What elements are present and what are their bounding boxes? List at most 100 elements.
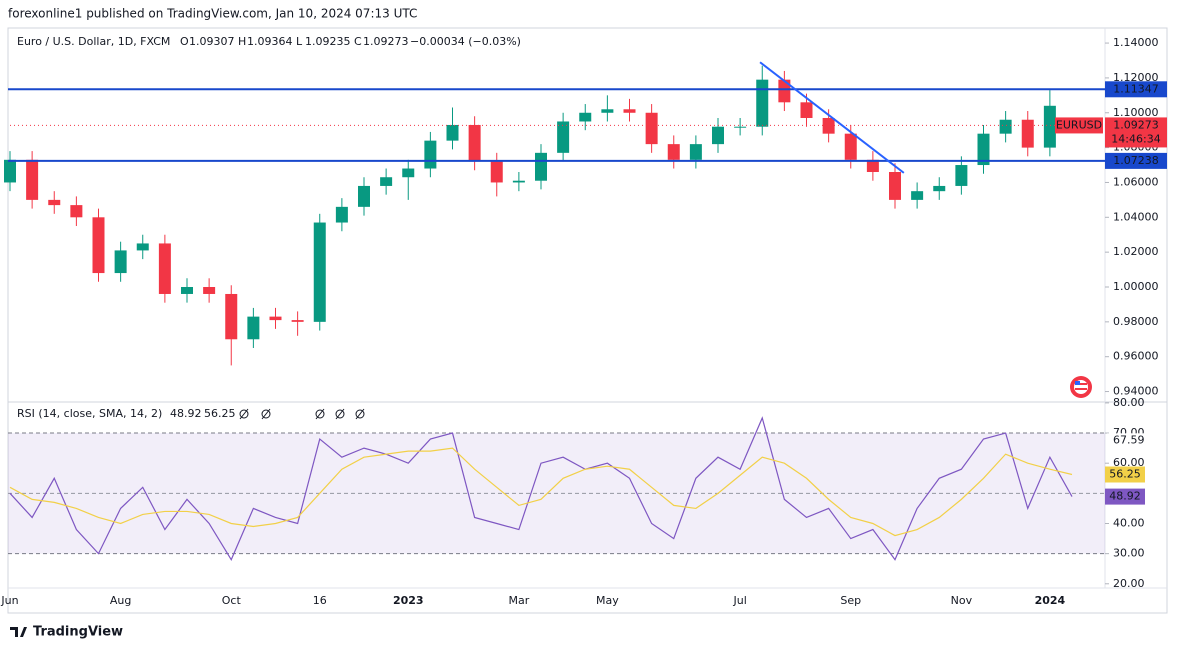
candle-body — [136, 243, 149, 251]
candle-body — [800, 102, 813, 118]
rsi-sma-line — [9, 447, 1073, 537]
candle-body — [645, 112, 658, 145]
candle-body — [291, 320, 304, 322]
candle-body — [424, 140, 437, 169]
y-tick-label: 0.98000 — [1113, 315, 1159, 328]
x-tick-label: May — [596, 594, 619, 607]
y-tick-label: 1.12000 — [1113, 71, 1159, 84]
publisher: forexonline1 published on TradingView.co… — [8, 7, 417, 21]
indicator-icons — [239, 408, 365, 420]
level-badge-bg — [1105, 81, 1167, 98]
candle-body — [380, 177, 393, 186]
y-tick-label: 1.04000 — [1113, 210, 1159, 223]
candle-body — [512, 180, 525, 183]
candle-body — [225, 293, 238, 340]
candle-body — [889, 172, 901, 200]
candle-body — [335, 206, 348, 223]
x-tick-label: Aug — [110, 594, 131, 607]
candle-body — [667, 144, 680, 160]
x-tick-label: 16 — [313, 594, 327, 607]
candle-body — [557, 121, 570, 153]
price-badge: 1.09273 — [1113, 118, 1159, 131]
candle-body — [712, 126, 724, 145]
x-tick-label: Oct — [222, 594, 242, 607]
y-tick-label: 30.00 — [1113, 547, 1145, 560]
trendline — [759, 61, 905, 174]
candle-body — [844, 133, 857, 160]
ohlc-value: 1.09364 — [247, 35, 293, 48]
candle-body — [955, 165, 968, 186]
candle-body — [70, 205, 83, 218]
x-tick-label: Nov — [951, 594, 973, 607]
axis-badge-bg — [1107, 433, 1157, 448]
candle-body — [26, 159, 39, 200]
rsi-header-value: 48.92 — [170, 407, 202, 420]
rsi-badge: 56.25 — [1109, 468, 1141, 481]
candle-body — [358, 185, 370, 207]
level-badge-bg — [1105, 152, 1167, 169]
level-badge: 1.07238 — [1113, 154, 1159, 167]
y-tick-label: 1.06000 — [1113, 175, 1159, 188]
candle-body — [92, 217, 105, 274]
symbol-badge-bg — [1055, 117, 1103, 134]
y-tick-label: 20.00 — [1113, 577, 1145, 590]
symbol-title: Euro / U.S. Dollar, 1D, FXCM — [17, 35, 170, 48]
ohlc-value: 1.09273 — [363, 35, 409, 48]
ohlc-value: 1.09307 — [189, 35, 235, 48]
candle-body — [977, 133, 990, 166]
candle-body — [734, 126, 747, 128]
countdown: 14:46:34 — [1111, 132, 1160, 145]
rsi-badge-bg — [1105, 466, 1145, 483]
ohlc-label: H — [238, 35, 246, 48]
candle-body — [4, 159, 16, 183]
candle-body — [446, 124, 459, 141]
ohlc-value: 1.09235 — [305, 35, 351, 48]
candle-body — [203, 287, 216, 294]
candle-body — [1021, 119, 1034, 148]
rsi-badge-bg — [1105, 488, 1145, 505]
x-tick-label: Sep — [840, 594, 861, 607]
candle-body — [114, 250, 127, 274]
x-tick-label: 2023 — [393, 594, 424, 607]
candle-body — [48, 199, 61, 206]
candle-body — [911, 191, 924, 200]
ohlc-label: C — [354, 35, 362, 48]
rsi-line — [9, 416, 1073, 561]
y-tick-label: 1.14000 — [1113, 36, 1159, 49]
flag-icon — [1070, 376, 1092, 398]
ohlc-label: O — [180, 35, 189, 48]
y-tick-label: 0.94000 — [1113, 385, 1159, 398]
candle-body — [247, 316, 260, 340]
candle-body — [756, 79, 769, 127]
y-tick-label: 0.96000 — [1113, 350, 1159, 363]
level-badge: 1.11347 — [1113, 82, 1159, 95]
candle-body — [535, 152, 547, 181]
candle-body — [999, 119, 1012, 134]
candle-body — [623, 109, 636, 113]
chart-frame — [7, 27, 1168, 614]
candle-body — [1043, 105, 1056, 148]
y-tick-label: 60.00 — [1113, 456, 1145, 469]
brand-logo: TradingView — [10, 625, 123, 640]
x-tick-label: Jun — [0, 594, 18, 607]
x-tick-label: Mar — [508, 594, 529, 607]
rsi-header-value: 56.25 — [204, 407, 236, 420]
x-tick-label: 2024 — [1035, 594, 1066, 607]
ohlc-label: L — [296, 35, 303, 48]
change: −0.00034 (−0.03%) — [410, 35, 521, 48]
y-tick-label: 1.02000 — [1113, 245, 1159, 258]
candle-body — [933, 185, 946, 192]
symbol-badge: EURUSD — [1056, 118, 1102, 131]
candle-body — [181, 287, 193, 294]
brand: TradingView — [33, 625, 123, 640]
candle-body — [490, 161, 503, 183]
candle-body — [579, 112, 592, 122]
candle-body — [158, 243, 171, 294]
candle-body — [269, 316, 282, 321]
price-badge-bg — [1105, 117, 1167, 148]
rsi-badge: 48.92 — [1109, 490, 1141, 503]
y-tick-label: 40.00 — [1113, 516, 1145, 529]
candle-body — [468, 124, 481, 162]
